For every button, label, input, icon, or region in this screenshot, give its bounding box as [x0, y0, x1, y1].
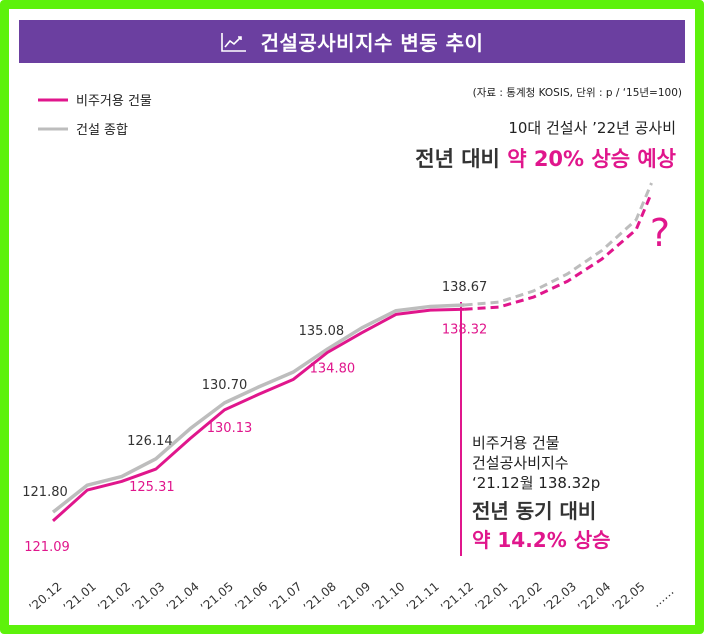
- callout-line4: 전년 동기 대비: [472, 499, 596, 523]
- legend-label-main: 비주거용 건물: [76, 94, 152, 109]
- x-tick-label: ’21.04: [164, 579, 202, 614]
- x-tick-label: ’20.12: [26, 579, 64, 614]
- x-tick-label: ’21.02: [95, 579, 133, 614]
- callout-line5: 약 14.2% 상승: [472, 528, 611, 552]
- x-tick-label: ’21.09: [335, 579, 373, 614]
- x-tick-label: ……: [649, 584, 676, 610]
- data-label-main: 121.09: [24, 540, 70, 555]
- x-tick-label: ’21.12: [438, 579, 476, 614]
- data-label-total: 135.08: [299, 324, 345, 339]
- data-label-main: 125.31: [129, 480, 175, 495]
- data-label-main: 134.80: [310, 362, 356, 377]
- x-tick-label: ’21.11: [404, 579, 442, 614]
- x-tick-label: ’21.08: [301, 579, 339, 614]
- callout-line2: 건설공사비지수: [472, 454, 569, 472]
- x-tick-label: ’21.03: [129, 579, 167, 614]
- data-label-main: 138.32: [442, 322, 488, 337]
- x-tick-label: ’21.07: [266, 579, 304, 614]
- x-tick-label: ’22.05: [609, 579, 647, 614]
- x-tick-label: ’21.06: [232, 579, 270, 614]
- x-tick-label: ’21.01: [61, 579, 99, 614]
- headline-line2-prefix: 전년 대비: [415, 147, 507, 171]
- x-tick-label: ’22.02: [507, 579, 545, 614]
- data-label-total: 126.14: [127, 434, 173, 449]
- callout-line1: 비주거용 건물: [472, 434, 560, 452]
- x-tick-label: ’22.01: [472, 579, 510, 614]
- chart-title: 건설공사비지수 변동 추이: [260, 31, 484, 55]
- legend-label-total: 건설 종합: [76, 123, 128, 138]
- series-line-total: [51, 303, 465, 514]
- data-label-total: 130.70: [202, 378, 248, 393]
- data-label-total: 121.80: [22, 485, 68, 500]
- series-line-main: [51, 307, 465, 523]
- question-mark: ?: [650, 211, 670, 255]
- projection-line-total: [464, 182, 653, 307]
- x-tick-label: ’22.03: [541, 579, 579, 614]
- source-note: (자료 : 통계청 KOSIS, 단위 : p / ‘15년=100): [473, 86, 682, 99]
- data-label-total: 138.67: [442, 280, 488, 295]
- headline-line1: 10대 건설사 ’22년 공사비: [508, 119, 676, 137]
- headline-line2: 전년 대비 약 20% 상승 예상: [415, 147, 676, 171]
- x-tick-label: ’21.10: [369, 579, 407, 614]
- data-label-main: 130.13: [207, 421, 253, 436]
- callout-line3: ‘21.12월 138.32p: [472, 474, 600, 492]
- line-chart-icon: [220, 32, 246, 52]
- x-tick-label: ’21.05: [198, 579, 236, 614]
- headline-line2-highlight: 약 20% 상승 예상: [507, 147, 676, 171]
- header-bar: 건설공사비지수 변동 추이: [19, 20, 685, 63]
- x-tick-label: ’22.04: [575, 579, 613, 614]
- projection-line-main: [464, 192, 653, 311]
